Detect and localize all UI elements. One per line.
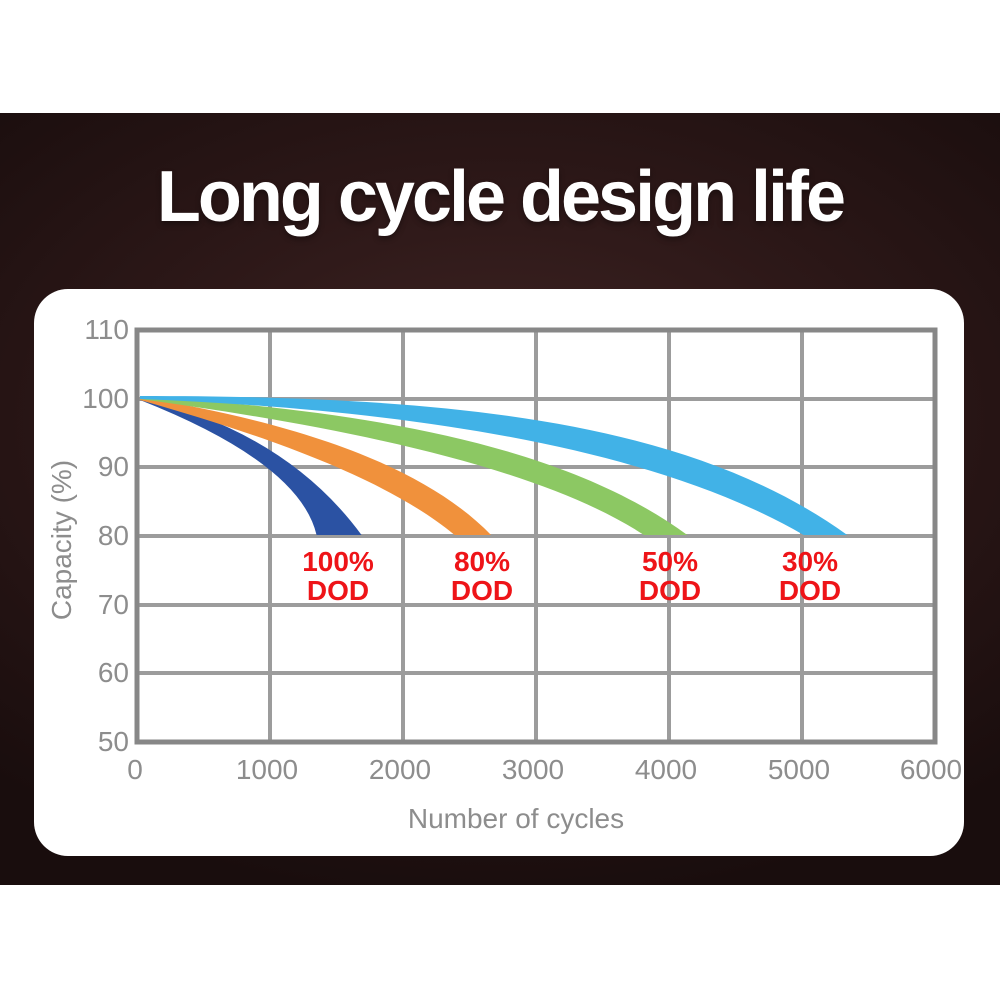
x-tick-5000: 5000 bbox=[767, 754, 831, 785]
x-tick-2000: 2000 bbox=[368, 754, 432, 785]
y-tick-50: 50 bbox=[97, 726, 129, 757]
y-tick-110: 110 bbox=[84, 314, 129, 345]
plot-frame bbox=[134, 327, 938, 745]
annotation-line2: DOD bbox=[638, 575, 702, 606]
annotation-line2: DOD bbox=[306, 575, 370, 606]
band-100pct-dod bbox=[140, 397, 362, 535]
annotation-80pct-dod: 80% DOD bbox=[412, 547, 552, 605]
annotation-line1: 50% bbox=[641, 546, 699, 577]
x-tick-3000: 3000 bbox=[501, 754, 565, 785]
annotation-line1: 30% bbox=[781, 546, 839, 577]
annotation-line1: 80% bbox=[453, 546, 511, 577]
y-tick-70: 70 bbox=[97, 589, 129, 620]
y-tick-60: 60 bbox=[97, 657, 129, 688]
band-30pct-dod bbox=[140, 396, 848, 535]
y-tick-100: 100 bbox=[82, 383, 129, 414]
annotation-50pct-dod: 50% DOD bbox=[600, 547, 740, 605]
y-tick-80: 80 bbox=[97, 520, 129, 551]
annotation-30pct-dod: 30% DOD bbox=[740, 547, 880, 605]
capacity-cycles-chart bbox=[134, 327, 938, 745]
band-50pct-dod bbox=[140, 396, 688, 535]
annotation-line2: DOD bbox=[450, 575, 514, 606]
page-title: Long cycle design life bbox=[156, 157, 846, 237]
x-tick-4000: 4000 bbox=[634, 754, 698, 785]
y-tick-90: 90 bbox=[97, 451, 129, 482]
chart-card: 110 100 90 80 70 60 50 0 1000 2000 3000 … bbox=[34, 289, 964, 856]
annotation-line2: DOD bbox=[778, 575, 842, 606]
x-tick-1000: 1000 bbox=[235, 754, 299, 785]
x-tick-6000: 6000 bbox=[899, 754, 963, 785]
y-axis-label: Capacity (%) bbox=[46, 459, 77, 621]
grid-lines bbox=[137, 330, 935, 742]
dark-banner-background: Long cycle design life bbox=[0, 113, 1000, 885]
annotation-100pct-dod: 100% DOD bbox=[268, 547, 408, 605]
annotation-line1: 100% bbox=[302, 546, 374, 577]
x-axis-label: Number of cycles bbox=[407, 803, 625, 834]
x-tick-0: 0 bbox=[127, 754, 143, 785]
band-80pct-dod bbox=[140, 397, 491, 535]
